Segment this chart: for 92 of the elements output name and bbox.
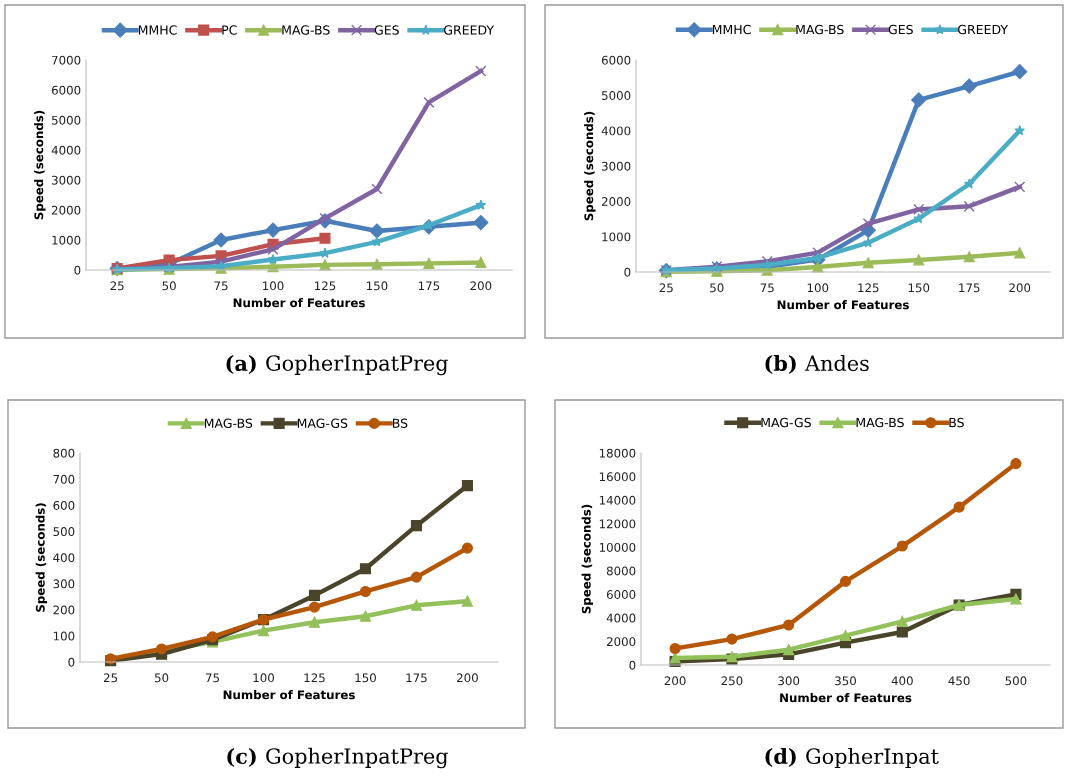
y-tick-label: 10000 (599, 542, 636, 552)
y-tick-label: 6000 (51, 85, 81, 95)
legend-label: BS (949, 417, 964, 428)
y-tick-label: 400 (53, 553, 75, 563)
x-tick-label: 450 (948, 676, 970, 686)
y-tick-label: 500 (53, 527, 75, 537)
y-tick-label: 1000 (602, 232, 631, 242)
y-tick-label: 2000 (601, 197, 631, 206)
y-tick-label: 4000 (601, 126, 631, 136)
y-tick-label: 2000 (51, 205, 81, 215)
y-tick-label: 5000 (602, 91, 631, 100)
text: (b) Andes (765, 354, 869, 374)
y-tick-label: 18000 (599, 448, 636, 458)
x-tick-label: 150 (908, 283, 930, 293)
legend-label: MAG-BS (204, 418, 253, 428)
y-axis-title: Speed (seconds) (581, 504, 594, 614)
x-tick-label: 125 (304, 673, 325, 683)
y-tick-label: 12000 (599, 519, 636, 529)
x-tick-label: 125 (315, 281, 336, 291)
x-tick-label: 25 (659, 283, 673, 293)
legend-label: GES (888, 24, 913, 35)
x-axis-title: Number of Features (233, 298, 365, 308)
x-tick-label: 25 (110, 281, 124, 291)
x-tick-label: 150 (366, 281, 388, 291)
legend-label: MAG-GS (761, 417, 811, 428)
y-tick-label: 6000 (606, 590, 636, 599)
x-tick-label: 75 (760, 283, 774, 293)
y-tick-label: 2000 (606, 637, 636, 647)
legend-label: MAG-BS (796, 24, 844, 35)
x-tick-label: 50 (710, 283, 724, 293)
legend-label: MAG-GS (297, 418, 348, 428)
x-tick-label: 75 (214, 281, 228, 291)
y-tick-label: 200 (53, 605, 75, 615)
x-tick-label: 200 (470, 281, 492, 291)
text: (d) GopherInpat (765, 747, 939, 769)
y-tick-label: 4000 (51, 145, 81, 155)
y-tick-label: 4000 (606, 613, 636, 623)
x-axis-title: Number of Features (780, 693, 912, 703)
y-tick-label: 6000 (601, 55, 631, 65)
x-tick-label: 350 (835, 676, 856, 686)
y-tick-label: 0 (74, 265, 81, 275)
x-tick-label: 300 (778, 676, 800, 686)
legend-label: MMHC (712, 24, 751, 35)
x-tick-label: 100 (263, 281, 284, 291)
x-tick-label: 100 (807, 283, 829, 293)
text: (a) GopherInpatPreg (226, 354, 449, 376)
y-tick-label: 5000 (52, 115, 81, 125)
legend-label: MAG-BS (856, 417, 904, 428)
x-tick-label: 250 (721, 676, 743, 686)
y-axis-title: Speed (seconds) (35, 503, 48, 612)
y-tick-label: 0 (629, 660, 636, 670)
x-axis-title: Number of Features (777, 300, 909, 310)
y-tick-label: 600 (53, 500, 75, 510)
x-tick-label: 400 (891, 676, 913, 686)
y-tick-label: 8000 (606, 566, 636, 576)
x-tick-label: 50 (154, 673, 169, 683)
legend-label: MAG-BS (282, 25, 330, 35)
legend-label: MMHC (138, 25, 177, 35)
y-axis-title: Speed (seconds) (584, 111, 596, 221)
y-tick-label: 16000 (599, 472, 636, 482)
x-tick-label: 175 (959, 283, 980, 293)
x-tick-label: 75 (205, 673, 220, 683)
y-tick-label: 7000 (52, 55, 81, 65)
y-tick-label: 700 (53, 474, 75, 484)
legend-label: GES (374, 25, 399, 35)
x-tick-label: 150 (355, 673, 376, 683)
legend-label: PC (222, 25, 237, 35)
y-tick-label: 100 (53, 631, 75, 641)
x-tick-label: 200 (664, 676, 686, 686)
x-tick-label: 25 (103, 673, 118, 683)
x-tick-label: 500 (1005, 676, 1027, 686)
x-tick-label: 50 (162, 281, 176, 291)
x-tick-label: 175 (418, 281, 440, 291)
legend-label: GREEDY (444, 25, 495, 35)
x-tick-label: 175 (406, 673, 427, 683)
x-tick-label: 100 (253, 673, 274, 683)
y-tick-label: 800 (53, 448, 75, 458)
legend-label: GREEDY (958, 24, 1009, 35)
y-tick-label: 3000 (51, 175, 81, 185)
x-axis-title: Number of Features (223, 690, 355, 700)
x-tick-label: 200 (457, 673, 478, 683)
y-tick-label: 1000 (52, 235, 81, 245)
text: (c) GopherInpatPreg (227, 747, 449, 769)
y-tick-label: 0 (68, 657, 75, 667)
y-tick-label: 300 (53, 579, 75, 589)
legend-label: BS (392, 418, 408, 428)
x-tick-label: 125 (858, 283, 879, 293)
y-tick-label: 14000 (599, 495, 636, 505)
x-tick-label: 200 (1009, 283, 1031, 293)
y-axis-title: Speed (seconds) (34, 110, 46, 220)
y-tick-label: 3000 (601, 161, 631, 171)
y-tick-label: 0 (624, 267, 631, 277)
